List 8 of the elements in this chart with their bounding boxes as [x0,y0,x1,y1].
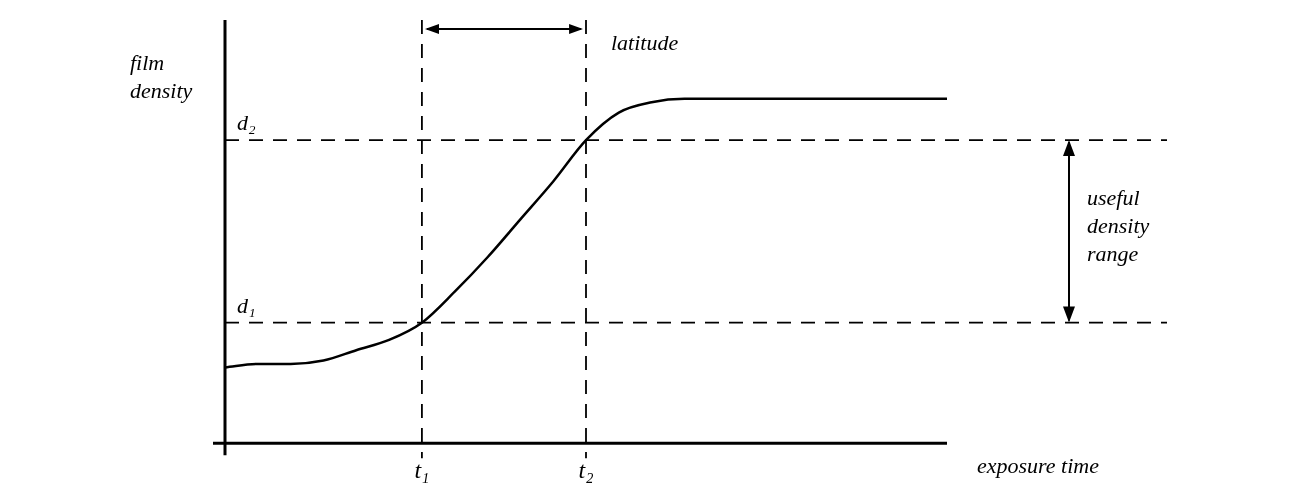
x-tick-label: t₂ [578,456,594,483]
ref-line-label: d₂ [237,110,256,136]
x-tick-label: t₁ [414,456,430,483]
text: useful density range [1087,185,1150,267]
text: latitude [611,30,679,55]
x-axis-title: exposure time [977,453,1100,479]
ref-line-label: d₁ [237,292,256,318]
y-axis-title: film density [130,50,193,103]
